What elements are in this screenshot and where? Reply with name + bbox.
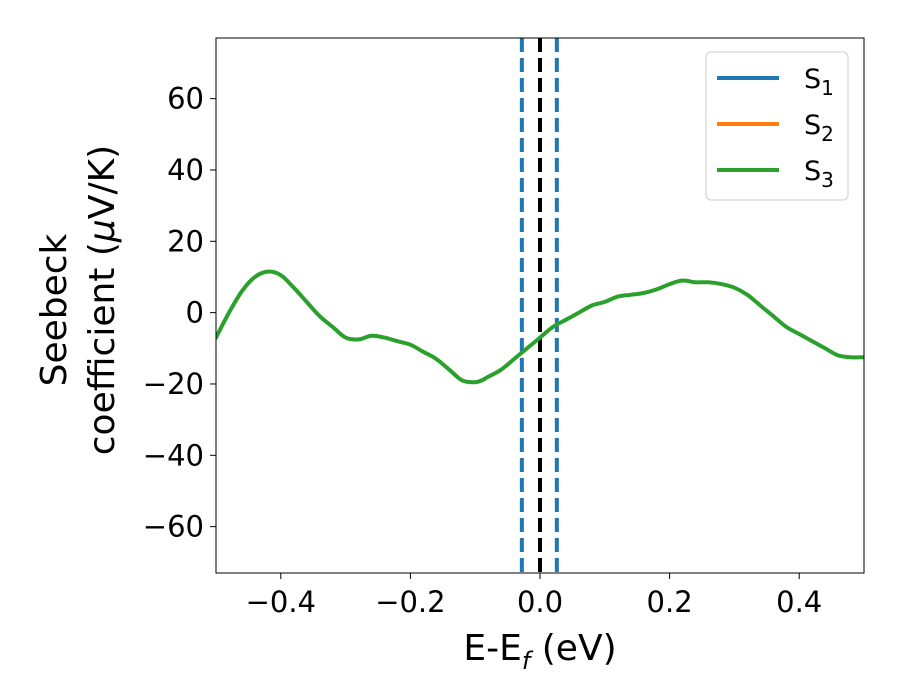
y-axis-title-line2: coefficient (μV/K): [82, 145, 123, 455]
x-tick-label: −0.4: [246, 585, 316, 619]
y-axis-title-line1: Seebeck: [34, 233, 75, 386]
legend-label-s3: S3: [804, 156, 834, 192]
y-tick-label: −20: [143, 367, 204, 401]
x-tick-label: 0.0: [517, 585, 563, 619]
series-line-s3: [216, 269, 864, 385]
y-tick-label: 40: [167, 153, 204, 187]
x-tick-label: 0.2: [647, 585, 693, 619]
legend-label-s1: S1: [804, 64, 834, 100]
y-axis-ticks: −60 −40 −20 0 20 40 60: [143, 82, 216, 544]
x-axis-title: E-Ef (eV): [463, 628, 616, 675]
y-tick-label: −40: [143, 438, 204, 472]
x-axis-ticks: −0.4 −0.2 0.0 0.2 0.4: [246, 573, 822, 619]
y-tick-label: −60: [143, 510, 204, 544]
legend-label-s2: S2: [804, 110, 834, 146]
vertical-reference-lines: [519, 38, 559, 573]
series-lines: [216, 269, 864, 385]
x-tick-label: −0.2: [375, 585, 445, 619]
x-tick-label: 0.4: [776, 585, 822, 619]
legend: S1 S2 S3: [705, 51, 849, 201]
y-tick-label: 20: [167, 224, 204, 258]
y-tick-label: 0: [186, 296, 204, 330]
y-tick-label: 60: [167, 82, 204, 116]
